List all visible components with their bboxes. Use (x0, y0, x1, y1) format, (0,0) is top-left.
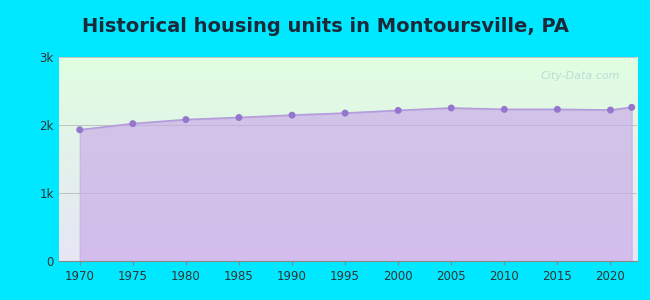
Text: City-Data.com: City-Data.com (540, 71, 619, 81)
Point (75, 128, 85, 132)
Point (552, 107, 563, 112)
Text: Historical housing units in Montoursville, PA: Historical housing units in Montoursvill… (81, 17, 569, 37)
Point (234, 115, 244, 120)
Point (127, 121, 138, 126)
Point (627, 105, 637, 110)
Point (605, 108, 616, 112)
Point (340, 111, 350, 116)
Point (287, 113, 297, 118)
Point (393, 108, 404, 113)
Point (181, 117, 191, 122)
Point (446, 106, 456, 110)
Point (499, 107, 510, 112)
